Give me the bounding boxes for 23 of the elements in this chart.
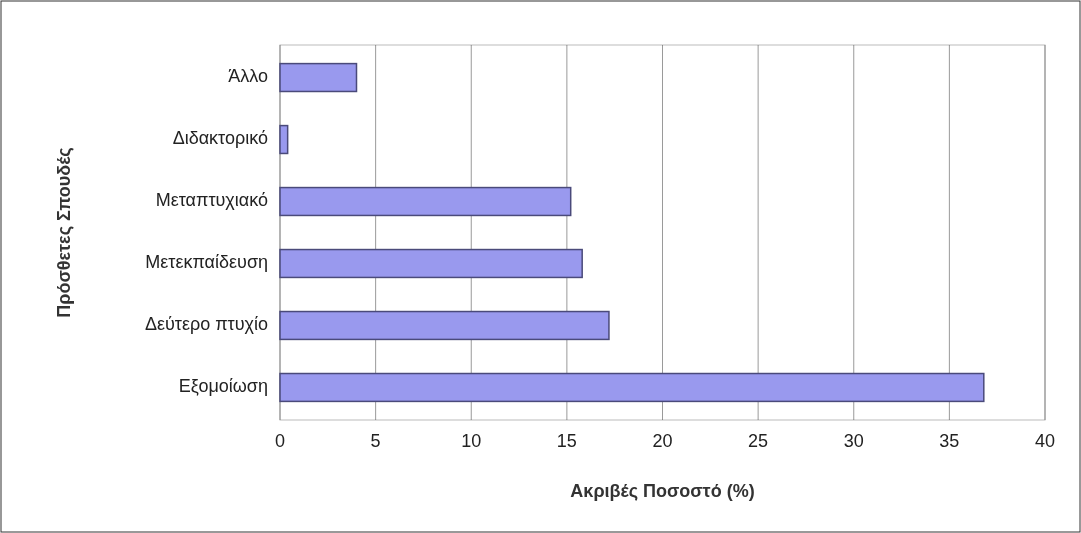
x-tick-label: 10	[461, 431, 482, 451]
x-tick-label: 0	[274, 431, 286, 451]
y-tick-label: Μετεκπαίδευση	[145, 252, 268, 273]
y-tick-label: Εξομοίωση	[178, 376, 268, 397]
x-tick-label: 25	[748, 431, 769, 451]
x-tick-label: 20	[652, 431, 673, 451]
y-axis-title: Πρόσθετες Σπουδές	[54, 147, 74, 318]
y-tick-label: Μεταπτυχιακό	[155, 190, 268, 211]
x-tick-label: 30	[843, 431, 864, 451]
y-tick-label: Διδακτορικό	[172, 128, 268, 149]
x-tick-label: 15	[556, 431, 577, 451]
bar	[279, 62, 358, 93]
y-tick-label: Δεύτερο πτυχίο	[144, 314, 268, 335]
bar	[279, 372, 985, 403]
bar	[279, 248, 583, 279]
bar	[279, 186, 572, 217]
bar	[279, 124, 289, 155]
x-tick-label: 5	[370, 431, 381, 451]
y-tick-label: Άλλο	[228, 66, 268, 87]
x-axis-title: Ακριβές Ποσοστό (%)	[570, 481, 755, 501]
x-tick-label: 40	[1034, 431, 1056, 451]
bar	[279, 310, 610, 341]
x-tick-label: 35	[939, 431, 960, 451]
